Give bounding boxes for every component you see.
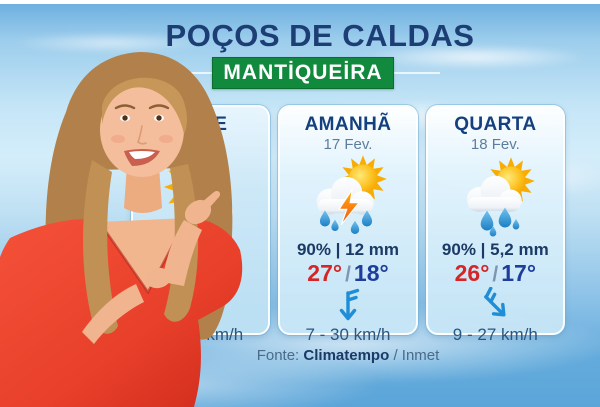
forecast-cards: HOJE 16 Fev. 27°/17° 8 - 24 km/h AMANHÃ bbox=[131, 105, 565, 344]
precip-label: 90% | 5,2 mm bbox=[441, 239, 549, 259]
temperature-range: 27°/18° bbox=[307, 259, 389, 286]
temperature-range: 26°/17° bbox=[454, 259, 537, 286]
temp-separator: / bbox=[197, 262, 204, 286]
forecast-card-hoje: HOJE 16 Fev. 27°/17° 8 - 24 km/h bbox=[131, 105, 271, 344]
wind-speed-label: 9 - 27 km/h bbox=[452, 325, 538, 345]
forecast-card-amanha: AMANHÃ 17 Fev. 90% | 12 mm 27°/18° bbox=[278, 105, 418, 344]
temp-high: 27° bbox=[159, 259, 195, 286]
wind-direction-icon bbox=[478, 287, 513, 322]
temp-separator: / bbox=[492, 262, 499, 286]
day-label: AMANHÃ bbox=[304, 114, 392, 135]
date-label: 18 Fev. bbox=[470, 135, 520, 153]
page-title: POÇOS DE CALDAS bbox=[165, 18, 475, 53]
precip-label: 90% | 12 mm bbox=[296, 239, 400, 259]
temp-separator: / bbox=[345, 262, 351, 286]
forecast-card-quarta: QUARTA 18 Fev. 90% | 5,2 mm 26°/17° bbox=[425, 105, 565, 344]
temp-low: 17° bbox=[206, 259, 242, 286]
temperature-range: 27°/17° bbox=[159, 259, 242, 286]
temp-high: 26° bbox=[454, 259, 490, 286]
source-secondary: / Inmet bbox=[393, 347, 440, 364]
sun-behind-small-cloud-icon bbox=[155, 155, 233, 221]
wind-speed-label: 7 - 30 km/h bbox=[305, 325, 391, 345]
banner-line-right bbox=[394, 72, 440, 74]
day-label: HOJE bbox=[173, 114, 228, 135]
temp-high: 27° bbox=[307, 259, 343, 286]
temp-low: 18° bbox=[353, 259, 389, 286]
thunderstorm-icon bbox=[316, 155, 394, 234]
wind-direction-icon bbox=[339, 288, 360, 321]
temp-low: 17° bbox=[501, 259, 537, 286]
wind-direction-icon bbox=[185, 288, 220, 324]
source-name: Climatempo bbox=[303, 347, 390, 364]
day-label: QUARTA bbox=[454, 114, 537, 135]
source-prefix: Fonte: bbox=[256, 347, 300, 364]
rain-shower-icon bbox=[467, 155, 541, 237]
wind-speed-label: 8 - 24 km/h bbox=[158, 325, 244, 345]
region-banner: MANTİQUEİRA bbox=[212, 57, 394, 89]
date-label: 17 Fev. bbox=[323, 135, 373, 153]
date-label: 16 Fev. bbox=[176, 135, 226, 153]
banner-line-left bbox=[166, 72, 212, 74]
source-line: Fonte: Climatempo / Inmet bbox=[131, 347, 565, 364]
